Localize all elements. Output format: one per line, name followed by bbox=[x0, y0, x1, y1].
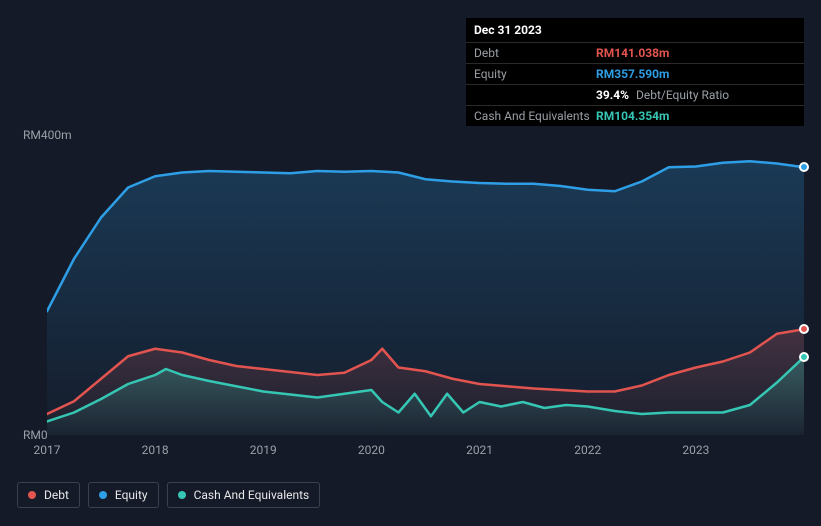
chart-plot-area[interactable] bbox=[47, 135, 804, 435]
tooltip-row: Cash And EquivalentsRM104.354m bbox=[466, 106, 804, 126]
tooltip-label: Debt bbox=[474, 47, 596, 59]
legend-label: Equity bbox=[115, 488, 148, 502]
x-axis-label: 2023 bbox=[682, 443, 709, 457]
tooltip-label: Cash And Equivalents bbox=[474, 110, 596, 122]
legend-label: Debt bbox=[44, 488, 69, 502]
legend-dot-icon bbox=[28, 491, 36, 499]
chart-svg bbox=[47, 135, 804, 435]
chart-legend: Debt Equity Cash And Equivalents bbox=[17, 482, 320, 508]
y-axis-label: RM0 bbox=[23, 428, 48, 442]
tooltip-value: 39.4% Debt/Equity Ratio bbox=[596, 89, 729, 101]
tooltip-value: RM104.354m bbox=[596, 110, 669, 122]
tooltip-date: Dec 31 2023 bbox=[466, 18, 804, 43]
tooltip-value: RM141.038m bbox=[596, 47, 669, 59]
tooltip-row: EquityRM357.590m bbox=[466, 64, 804, 85]
legend-item[interactable]: Debt bbox=[17, 482, 80, 508]
tooltip-label: Equity bbox=[474, 68, 596, 80]
chart-tooltip: Dec 31 2023 DebtRM141.038mEquityRM357.59… bbox=[466, 18, 804, 126]
x-axis-label: 2020 bbox=[358, 443, 385, 457]
legend-item[interactable]: Equity bbox=[88, 482, 159, 508]
legend-dot-icon bbox=[99, 491, 107, 499]
tooltip-label bbox=[474, 89, 596, 101]
x-axis-label: 2022 bbox=[574, 443, 601, 457]
x-axis-label: 2021 bbox=[466, 443, 493, 457]
legend-dot-icon bbox=[178, 491, 186, 499]
tooltip-row: DebtRM141.038m bbox=[466, 43, 804, 64]
legend-item[interactable]: Cash And Equivalents bbox=[167, 482, 321, 508]
series-end-dot bbox=[799, 324, 809, 334]
x-axis: 2017201820192020202120222023 bbox=[47, 443, 804, 463]
tooltip-row: 39.4% Debt/Equity Ratio bbox=[466, 85, 804, 106]
x-axis-label: 2018 bbox=[142, 443, 169, 457]
series-end-dot bbox=[799, 352, 809, 362]
legend-label: Cash And Equivalents bbox=[194, 488, 310, 502]
series-end-dot bbox=[799, 162, 809, 172]
tooltip-value: RM357.590m bbox=[596, 68, 669, 80]
x-axis-label: 2017 bbox=[34, 443, 61, 457]
x-axis-label: 2019 bbox=[250, 443, 277, 457]
tooltip-sublabel: Debt/Equity Ratio bbox=[633, 88, 729, 102]
chart-container: RM0RM400m 2017201820192020202120222023 bbox=[17, 125, 804, 465]
